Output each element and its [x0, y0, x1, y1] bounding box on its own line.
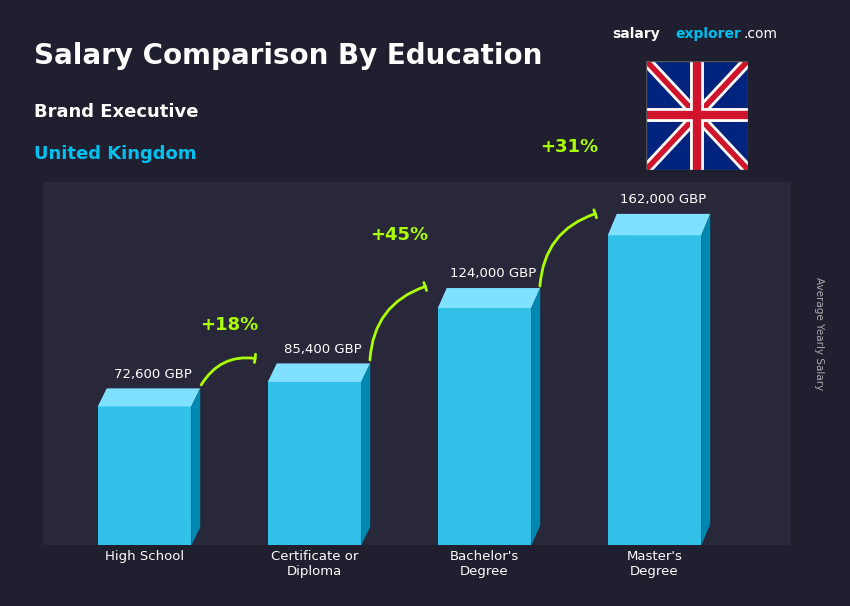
- Text: Average Yearly Salary: Average Yearly Salary: [814, 277, 824, 390]
- Text: United Kingdom: United Kingdom: [34, 145, 196, 164]
- Polygon shape: [608, 214, 711, 235]
- Text: 124,000 GBP: 124,000 GBP: [450, 267, 536, 281]
- Text: 162,000 GBP: 162,000 GBP: [620, 193, 706, 206]
- Text: 72,600 GBP: 72,600 GBP: [114, 368, 192, 381]
- Polygon shape: [438, 288, 541, 308]
- Text: Brand Executive: Brand Executive: [34, 103, 199, 121]
- Text: +31%: +31%: [541, 138, 598, 156]
- Polygon shape: [98, 388, 201, 407]
- Text: Salary Comparison By Education: Salary Comparison By Education: [34, 42, 542, 70]
- Polygon shape: [268, 364, 371, 382]
- Text: +45%: +45%: [371, 227, 428, 244]
- Polygon shape: [191, 388, 201, 545]
- Text: +18%: +18%: [201, 316, 258, 333]
- Polygon shape: [701, 214, 711, 545]
- Text: .com: .com: [744, 27, 778, 41]
- Polygon shape: [531, 288, 541, 545]
- Polygon shape: [361, 364, 371, 545]
- Text: explorer: explorer: [676, 27, 741, 41]
- Text: salary: salary: [612, 27, 660, 41]
- Polygon shape: [438, 308, 531, 545]
- Polygon shape: [98, 407, 191, 545]
- Polygon shape: [608, 235, 701, 545]
- Polygon shape: [268, 382, 361, 545]
- Text: 85,400 GBP: 85,400 GBP: [284, 343, 362, 356]
